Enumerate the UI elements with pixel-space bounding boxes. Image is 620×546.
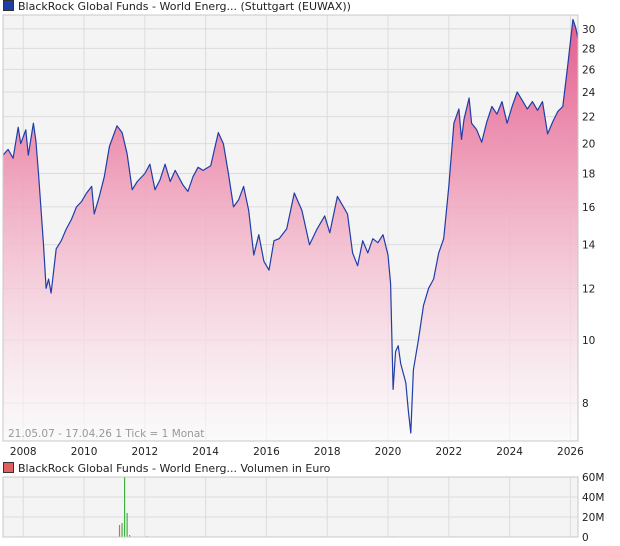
price-y-tick-label: 30 <box>582 24 595 36</box>
volume-legend-label: BlackRock Global Funds - World Energ... … <box>18 462 331 475</box>
x-tick-label: 2026 <box>557 446 584 458</box>
price-legend-swatch <box>3 0 14 11</box>
volume-plot-frame <box>2 476 579 538</box>
price-y-tick-label: 28 <box>582 43 595 55</box>
price-y-tick-label: 16 <box>582 202 596 214</box>
date-range-note: 21.05.07 - 17.04.26 1 Tick = 1 Monat <box>8 428 204 440</box>
price-line <box>2 18 579 434</box>
x-tick-label: 2016 <box>253 446 280 458</box>
volume-bar <box>121 523 123 537</box>
price-y-tick-label: 10 <box>582 335 595 347</box>
x-tick-label: 2020 <box>375 446 402 458</box>
price-y-tick-label: 20 <box>582 139 595 151</box>
price-y-tick-label: 26 <box>582 64 596 76</box>
x-tick-label: 2022 <box>435 446 462 458</box>
volume-y-tick-label: 40M <box>582 492 604 504</box>
x-tick-label: 2014 <box>192 446 219 458</box>
price-y-tick-label: 18 <box>582 169 595 181</box>
price-legend-label: BlackRock Global Funds - World Energ... … <box>18 0 351 13</box>
price-area <box>3 19 578 441</box>
x-tick-label: 2010 <box>71 446 98 458</box>
volume-plot-background <box>3 477 578 537</box>
x-tick-label: 2024 <box>496 446 523 458</box>
volume-bar <box>123 477 126 537</box>
volume-y-tick-label: 60M <box>582 472 604 484</box>
volume-y-tick-label: 20M <box>582 512 604 524</box>
price-y-tick-label: 8 <box>582 398 589 410</box>
price-y-tick-label: 22 <box>582 112 595 124</box>
price-y-tick-label: 24 <box>582 87 596 99</box>
price-y-tick-label: 14 <box>582 240 596 252</box>
volume-bar <box>129 535 131 537</box>
volume-panel: 0 20M 40M 60M <box>2 472 604 544</box>
volume-bar <box>126 513 128 537</box>
volume-y-tick-label: 0 <box>582 532 589 544</box>
volume-bar <box>118 525 121 537</box>
price-legend: BlackRock Global Funds - World Energ... … <box>3 0 351 13</box>
x-tick-label: 2018 <box>314 446 341 458</box>
x-tick-label: 2008 <box>10 446 37 458</box>
x-tick-label: 2012 <box>131 446 158 458</box>
price-plot-frame <box>2 14 579 442</box>
price-y-tick-label: 12 <box>582 283 595 295</box>
volume-legend: BlackRock Global Funds - World Energ... … <box>3 462 330 475</box>
volume-legend-swatch <box>3 462 14 473</box>
